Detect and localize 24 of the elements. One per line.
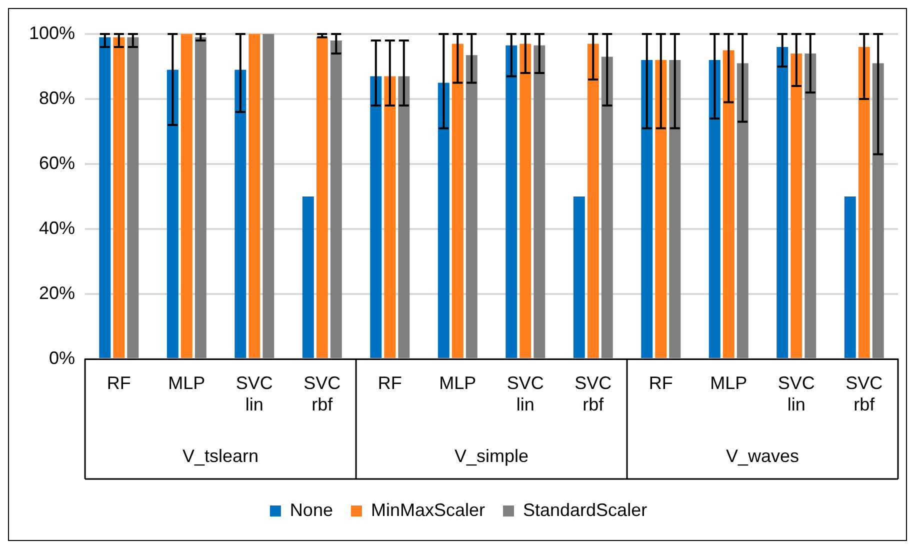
x-tick-label: RF [378,372,402,393]
text: V_tslearn [182,446,259,466]
y-tick-label: 80% [39,88,76,108]
legend-label: StandardScaler [522,500,648,520]
x-tick-label: SVC lin [778,372,815,414]
text: V_waves [726,446,800,466]
y-tick-label: 40% [39,218,76,238]
text: V_simple [454,446,529,466]
x-tick-label: SVC lin [236,372,273,414]
x-tick-label: RF [106,372,131,393]
y-tick-label: 100% [28,22,76,43]
x-tick-label: MLP [168,372,206,393]
x-tick-label: SVC rbf [846,372,883,414]
legend-label: MinMaxScaler [370,500,485,520]
x-tick-label: MLP [439,372,476,393]
x-tick-label: SVC lin [506,372,544,414]
x-tick-label: SVC rbf [574,372,612,414]
x-tick-label: SVC rbf [304,372,341,414]
x-tick-label: MLP [710,372,748,393]
y-tick-label: 20% [39,282,76,303]
legend-label: None [290,500,333,520]
x-tick-label: RF [648,372,673,393]
y-tick-label: 0% [49,348,76,368]
y-tick-label: 60% [39,152,76,173]
